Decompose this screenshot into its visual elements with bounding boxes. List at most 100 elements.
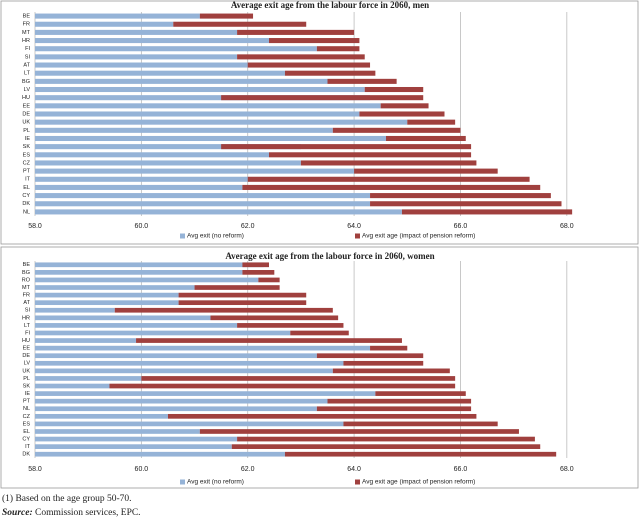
y-tick-label: ES	[23, 152, 31, 158]
range-bar	[173, 21, 307, 27]
y-tick-label: HR	[22, 38, 30, 44]
y-tick-label: CY	[22, 437, 30, 443]
range-bar	[242, 270, 275, 275]
bar	[35, 345, 371, 351]
bar	[35, 103, 381, 109]
legend-swatch	[180, 233, 185, 239]
footnote: (1) Based on the age group 50-70.	[2, 493, 132, 504]
y-tick-label: PL	[23, 376, 30, 382]
bar	[35, 315, 211, 321]
y-tick-label: BE	[23, 14, 31, 20]
y-tick-label: AT	[23, 300, 30, 306]
y-tick-label: PL	[23, 128, 30, 134]
y-tick-label: DK	[22, 452, 30, 458]
y-tick-label: PT	[23, 169, 31, 175]
chart-frame	[0, 0, 639, 245]
y-tick-label: IE	[25, 391, 31, 397]
bar	[35, 38, 269, 44]
y-tick-label: IE	[25, 136, 31, 142]
y-tick-label: AT	[23, 62, 30, 68]
range-bar	[237, 54, 365, 60]
y-tick-label: HU	[22, 95, 30, 101]
x-tick-label: 62.0	[241, 466, 255, 473]
bar	[35, 270, 243, 275]
y-tick-label: DE	[22, 111, 30, 117]
y-tick-label: BG	[22, 79, 30, 85]
range-bar	[269, 152, 472, 158]
range-bar	[316, 406, 472, 412]
range-bar	[316, 46, 360, 52]
range-bar	[332, 368, 450, 374]
legend-label: Avg exit age (impact of pension reform)	[362, 479, 475, 486]
y-tick-label: EL	[23, 185, 30, 191]
y-tick-label: LT	[24, 71, 31, 77]
bar	[35, 29, 238, 35]
y-tick-label: LV	[24, 87, 31, 93]
bar	[35, 13, 200, 19]
range-bar	[300, 160, 477, 166]
range-bar	[221, 95, 424, 101]
range-bar	[327, 78, 397, 84]
bar	[35, 338, 137, 343]
y-tick-label: FI	[25, 330, 30, 336]
bar	[35, 127, 333, 133]
range-bar	[380, 103, 429, 109]
range-bar	[258, 277, 280, 283]
range-bar	[136, 338, 402, 343]
x-tick-label: 64.0	[347, 466, 361, 473]
bar	[35, 353, 317, 359]
range-bar	[237, 436, 535, 442]
bar	[35, 376, 142, 381]
y-tick-label: MT	[22, 285, 31, 291]
bar	[35, 144, 301, 150]
range-bar	[343, 421, 498, 427]
bar	[35, 323, 238, 328]
y-tick-label: UK	[22, 120, 30, 126]
x-tick-label: 60.0	[135, 223, 149, 230]
source-label: Source:	[2, 508, 33, 518]
x-tick-label: 60.0	[135, 466, 149, 473]
range-bar	[247, 62, 371, 68]
range-bar	[114, 307, 333, 313]
y-tick-label: SI	[25, 54, 31, 60]
range-bar	[370, 345, 408, 351]
y-tick-label: CZ	[23, 160, 31, 166]
bar	[35, 262, 264, 268]
bar	[35, 201, 371, 207]
y-tick-label: FI	[25, 46, 30, 52]
range-bar	[327, 398, 472, 404]
legend-label: Avg exit (no reform)	[187, 233, 244, 240]
range-bar	[247, 176, 530, 182]
y-tick-label: BE	[23, 262, 31, 268]
y-tick-label: CY	[22, 193, 30, 199]
y-tick-label: HR	[22, 315, 30, 321]
range-bar	[167, 413, 477, 419]
range-bar	[332, 127, 461, 133]
y-tick-label: UK	[22, 368, 30, 374]
legend-label: Avg exit age (impact of pension reform)	[362, 233, 475, 240]
bar	[35, 78, 328, 84]
bar	[35, 398, 328, 404]
chart-title: Average exit age from the labour force i…	[231, 0, 429, 10]
x-tick-label: 68.0	[560, 466, 574, 473]
range-bar	[109, 383, 456, 389]
range-bar	[237, 323, 344, 328]
range-bar	[141, 376, 456, 381]
bar	[35, 444, 232, 449]
bar	[35, 62, 248, 68]
y-tick-label: EE	[23, 103, 31, 109]
x-tick-label: 66.0	[454, 466, 468, 473]
bar	[35, 292, 179, 298]
bar	[35, 70, 285, 76]
range-bar	[364, 86, 424, 93]
bar	[35, 86, 365, 93]
y-tick-label: DK	[22, 201, 30, 207]
bar	[35, 46, 317, 52]
y-tick-label: IT	[25, 177, 31, 183]
bar	[35, 193, 371, 199]
range-bar	[199, 13, 254, 19]
y-tick-label: DE	[22, 353, 30, 359]
bar	[35, 54, 238, 60]
source-text: Commission services, EPC.	[33, 508, 141, 518]
